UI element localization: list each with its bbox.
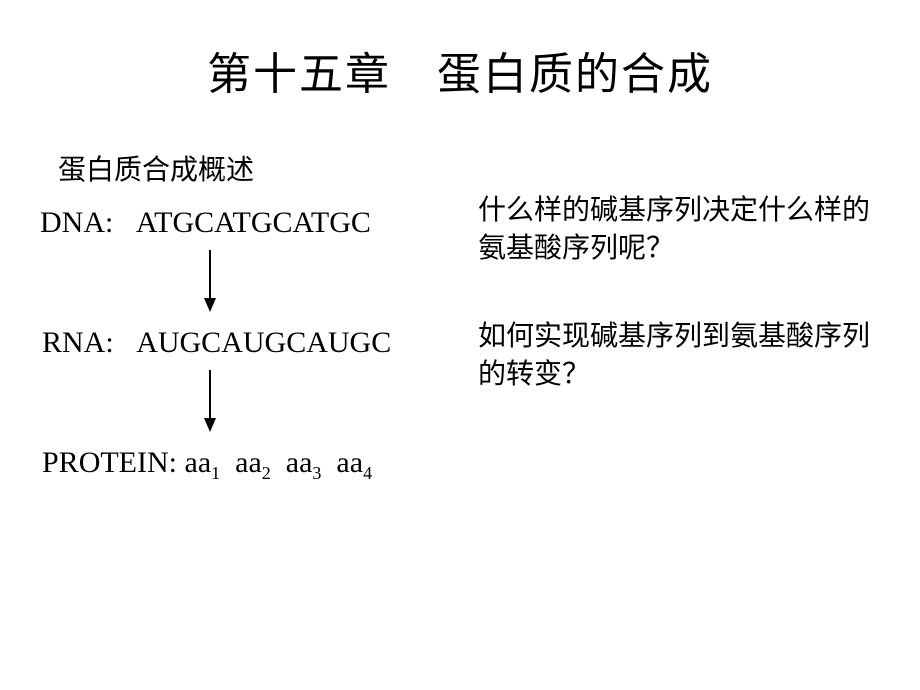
- arrow-dna-to-rna: [200, 248, 220, 314]
- aa4: aa4: [336, 446, 372, 479]
- rna-sequence: AUGCAUGCAUGC: [136, 326, 391, 359]
- question-2: 如何实现碱基序列到氨基酸序列的转变？: [478, 318, 878, 394]
- chapter-title: 第十五章 蛋白质的合成: [0, 38, 920, 102]
- arrow-rna-to-protein: [200, 368, 220, 434]
- aa2: aa2: [235, 446, 271, 479]
- rna-label: RNA:: [42, 326, 114, 359]
- overview-subtitle: 蛋白质合成概述: [58, 148, 254, 188]
- aa3: aa3: [286, 446, 322, 479]
- protein-label: PROTEIN:: [42, 446, 177, 479]
- question-1: 什么样的碱基序列决定什么样的氨基酸序列呢？: [478, 192, 878, 268]
- rna-row: RNA: AUGCAUGCAUGC: [42, 326, 391, 360]
- dna-sequence: ATGCATGCATGC: [136, 206, 371, 239]
- dna-row: DNA: ATGCATGCATGC: [40, 206, 371, 240]
- protein-row: PROTEIN: aa1 aa2 aa3 aa4: [42, 446, 372, 484]
- dna-label: DNA:: [40, 206, 113, 239]
- aa1: aa1: [185, 446, 221, 479]
